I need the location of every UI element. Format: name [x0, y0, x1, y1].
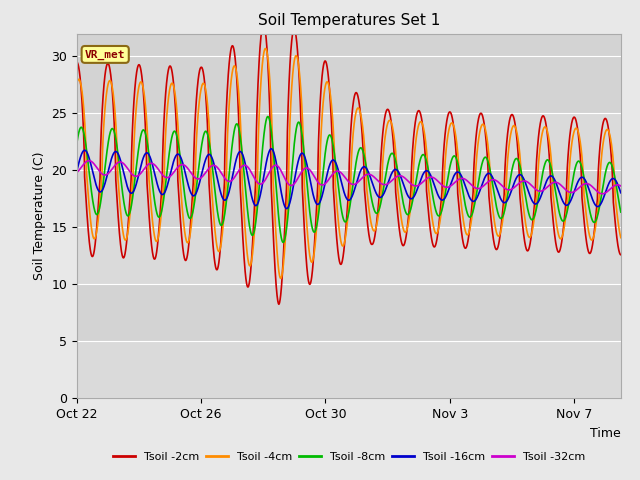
Y-axis label: Soil Temperature (C): Soil Temperature (C) [33, 152, 45, 280]
Text: VR_met: VR_met [85, 49, 125, 60]
Bar [77, 341, 621, 398]
Title: Soil Temperatures Set 1: Soil Temperatures Set 1 [258, 13, 440, 28]
Bar [77, 228, 621, 284]
Legend: Tsoil -2cm, Tsoil -4cm, Tsoil -8cm, Tsoil -16cm, Tsoil -32cm: Tsoil -2cm, Tsoil -4cm, Tsoil -8cm, Tsoi… [108, 448, 589, 467]
X-axis label: Time: Time [590, 427, 621, 440]
Bar [77, 113, 621, 170]
